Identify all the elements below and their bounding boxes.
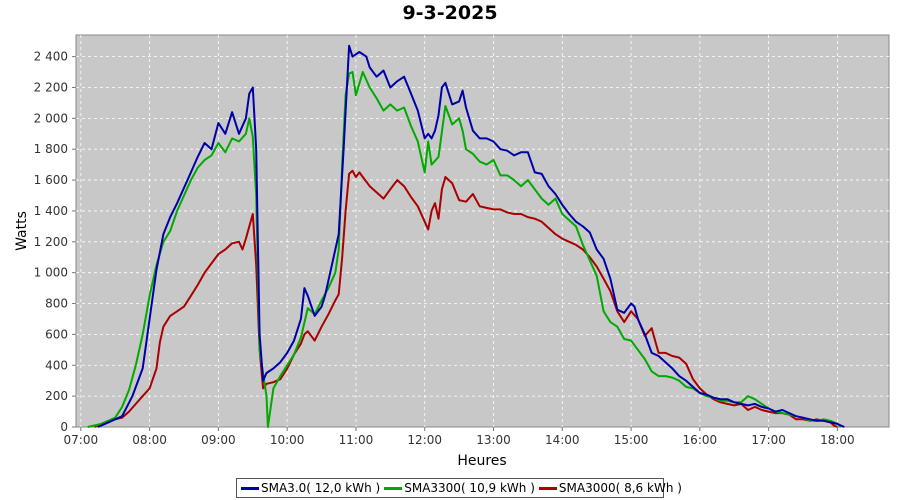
x-tick-label: 08:00 (132, 433, 167, 447)
y-tick-label: 400 (45, 358, 68, 372)
y-tick-label: 200 (45, 389, 68, 403)
x-tick-label: 17:00 (751, 433, 786, 447)
legend-swatch-sma3300 (384, 486, 403, 490)
grid (76, 35, 889, 427)
y-tick-label: 600 (45, 327, 68, 341)
y-tick-label: 1 800 (34, 142, 68, 156)
y-tick-label: 800 (45, 297, 68, 311)
y-tick-label: 0 (60, 420, 68, 434)
legend: SMA3.0( 12,0 kWh ) SMA3300( 10,9 kWh ) S… (236, 478, 682, 498)
y-tick-label: 1 600 (34, 173, 68, 187)
legend-label-sma3000: SMA3000( 8,6 kWh ) (558, 481, 682, 495)
x-tick-label: 14:00 (545, 433, 580, 447)
x-tick-label: 12:00 (407, 433, 442, 447)
legend-item-sma30: SMA3.0( 12,0 kWh ) (241, 481, 380, 495)
x-tick-label: 15:00 (614, 433, 649, 447)
series-line-0 (97, 44, 845, 428)
plot-background (75, 34, 890, 428)
series-layer (87, 44, 845, 428)
y-tick-label: 2 000 (34, 111, 68, 125)
legend-item-sma3300: SMA3300( 10,9 kWh ) (384, 481, 535, 495)
x-tick-label: 18:00 (820, 433, 855, 447)
legend-swatch-sma30 (241, 486, 259, 490)
chart-area: 0 200 400 600 800 1 000 1 200 1 400 1 600 1 800 2 … (14, 34, 890, 469)
y-tick-label: 1 200 (34, 235, 68, 249)
x-tick-label: 09:00 (201, 433, 236, 447)
legend-item-sma3000: SMA3000( 8,6 kWh ) (538, 481, 682, 495)
x-tick-label: 10:00 (270, 433, 305, 447)
chart-title: 9-3-2025 (402, 2, 498, 24)
y-tick-label: 1 400 (34, 204, 68, 218)
y-tick-label: 2 200 (34, 80, 68, 94)
legend-swatch-sma3000 (538, 486, 557, 490)
y-tick-label: 1 000 (34, 266, 68, 280)
series-line-2 (94, 169, 838, 428)
x-axis-label: Heures (457, 453, 506, 469)
axes: 0 200 400 600 800 1 000 1 200 1 400 1 600 1 800 2 … (34, 50, 855, 447)
legend-label-sma30: SMA3.0( 12,0 kWh ) (261, 481, 381, 495)
x-tick-label: 07:00 (64, 433, 99, 447)
x-tick-label: 13:00 (476, 433, 511, 447)
y-tick-label: 2 400 (34, 50, 68, 64)
y-axis-label: Watts (14, 211, 30, 251)
x-tick-label: 11:00 (339, 433, 374, 447)
legend-label-sma3300: SMA3300( 10,9 kWh ) (404, 481, 535, 495)
x-tick-label: 16:00 (683, 433, 718, 447)
